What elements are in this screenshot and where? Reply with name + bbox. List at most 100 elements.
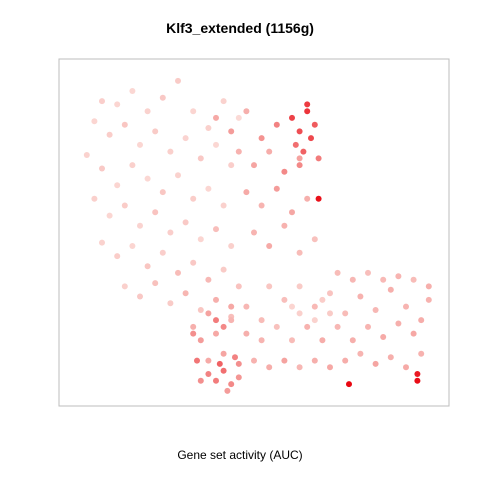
data-point [228,162,235,169]
data-point [159,249,166,256]
data-point [106,131,113,138]
data-point [425,296,432,303]
data-point [144,108,151,115]
data-point [213,377,219,384]
data-point [205,185,212,192]
data-point [152,128,159,135]
data-point [182,290,189,297]
data-point [410,276,417,283]
data-point [228,381,235,388]
data-point [167,229,174,236]
data-point [308,135,314,142]
data-point [167,148,174,155]
data-point [129,243,136,249]
data-point [380,334,387,340]
data-point [228,243,235,249]
data-point [205,125,212,131]
data-point [258,135,265,142]
data-point [327,364,333,371]
data-point [296,162,303,169]
data-point [197,377,204,384]
data-point [311,357,318,364]
data-point [175,269,181,276]
data-point [228,303,235,310]
data-point [197,236,204,243]
data-point [197,337,204,344]
data-point [418,317,425,324]
data-point [129,88,136,94]
data-point [243,189,250,196]
data-point [205,357,212,364]
data-point [273,323,280,330]
data-point [266,243,273,249]
data-point [300,148,307,155]
data-point [251,357,257,364]
x-axis-label: Gene set activity (AUC) [177,448,303,462]
data-point [403,303,409,310]
data-point [281,222,288,229]
data-point [197,307,204,313]
data-point [289,114,295,121]
chart-title: Klf3_extended (1156g) [166,20,314,36]
data-point [175,77,181,84]
data-point [395,273,402,280]
data-point [159,94,166,101]
data-point [281,168,288,175]
data-point [121,283,128,290]
data-point [137,293,143,300]
data-point [114,101,121,108]
data-point [197,155,204,162]
data-point [266,148,273,155]
data-point [144,263,151,270]
data-point [243,330,250,337]
data-point [220,323,227,330]
data-point [289,337,295,344]
data-point [289,303,295,310]
data-point [235,283,242,290]
data-point [342,310,349,317]
data-point [224,387,231,394]
data-point [387,354,394,361]
data-point [372,360,379,367]
data-point [281,296,288,303]
data-point [266,364,273,371]
data-point [159,189,166,196]
data-point [213,226,219,233]
data-point [425,283,432,290]
data-point [315,195,322,202]
data-point [380,276,387,283]
data-point [175,172,181,179]
data-point [251,229,257,236]
data-point [365,269,371,276]
data-point [220,350,227,357]
data-point [114,253,121,260]
data-point [410,330,417,337]
data-point [258,317,265,324]
data-point [232,354,238,361]
data-point [216,360,223,367]
data-point [121,121,128,128]
data-point [311,121,318,128]
data-point [228,128,235,135]
data-point [292,141,299,148]
data-point [235,360,242,367]
data-point [296,310,303,317]
data-point [190,330,197,337]
data-point [91,118,98,125]
data-point [243,303,250,310]
data-point [213,317,219,324]
data-point [91,195,98,202]
data-point [357,350,364,357]
data-point [235,374,242,381]
data-point [327,290,333,297]
data-point [315,155,322,162]
data-point [213,141,219,148]
data-point [349,337,356,344]
data-point [304,101,311,108]
data-point [190,108,197,115]
data-point [152,280,159,287]
data-point [83,152,90,158]
data-point [414,371,421,377]
data-point [372,307,379,313]
data-point [235,114,242,121]
